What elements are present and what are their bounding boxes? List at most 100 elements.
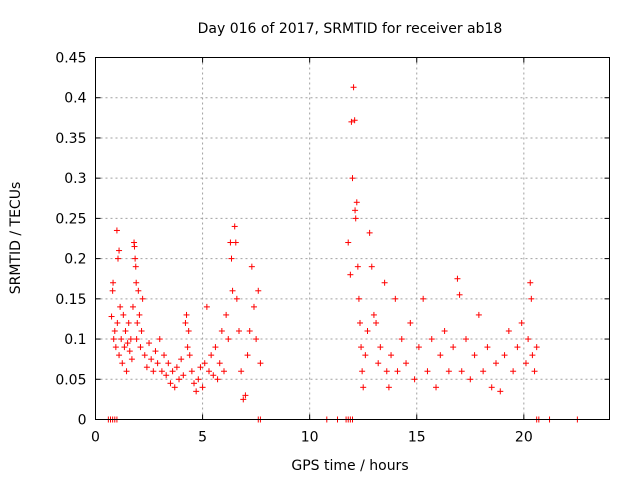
data-point [116, 247, 123, 254]
data-point [352, 207, 359, 214]
data-point [456, 291, 463, 298]
data-point [208, 352, 215, 359]
data-point [110, 279, 117, 286]
data-point [348, 118, 355, 125]
data-point [492, 360, 499, 367]
data-point [128, 356, 135, 363]
grid-layer [95, 57, 610, 420]
data-point [362, 352, 369, 359]
data-point [403, 360, 410, 367]
data-point [248, 263, 255, 270]
data-point [171, 384, 178, 391]
data-point [467, 376, 474, 383]
data-point [197, 364, 204, 371]
data-point [527, 279, 534, 286]
data-point [347, 271, 354, 278]
plot-frame [95, 57, 610, 420]
data-point [188, 368, 195, 375]
data-point [129, 303, 136, 310]
x-tick-label: 0 [91, 430, 100, 446]
data-point [510, 368, 517, 375]
data-point [223, 311, 230, 318]
data-point [370, 311, 377, 318]
data-point [132, 255, 139, 262]
data-point [354, 263, 361, 270]
data-point [173, 364, 180, 371]
data-point [349, 175, 356, 182]
data-point [191, 380, 198, 387]
data-point [392, 295, 399, 302]
data-point [356, 319, 363, 326]
data-point [185, 328, 192, 335]
data-point [183, 311, 190, 318]
data-point [533, 344, 540, 351]
data-point [358, 344, 365, 351]
x-tick-label: 20 [515, 430, 533, 446]
data-point [471, 352, 478, 359]
data-point [132, 263, 139, 270]
data-point [250, 303, 257, 310]
data-point [518, 319, 525, 326]
data-point [163, 372, 170, 379]
data-point [178, 356, 185, 363]
data-point [398, 336, 405, 343]
data-point [167, 380, 174, 387]
data-point [139, 295, 146, 302]
data-point [110, 336, 117, 343]
data-point [121, 344, 128, 351]
data-point [352, 215, 359, 222]
y-tick-layer: 0 0.05 0.1 0.15 0.2 0.25 0.3 0.35 0.4 0.45 [55, 51, 610, 429]
data-point [345, 239, 352, 246]
data-point [235, 328, 242, 335]
data-point [238, 368, 245, 375]
data-point [359, 368, 366, 375]
y-tick-label: 0.45 [55, 51, 86, 67]
data-point [141, 352, 148, 359]
data-point [114, 255, 121, 262]
data-point [133, 336, 140, 343]
y-tick-label: 0 [78, 413, 87, 429]
x-tick-label: 15 [408, 430, 426, 446]
data-point [184, 344, 191, 351]
x-axis-label: GPS time / hours [291, 458, 408, 474]
data-point [355, 295, 362, 302]
data-point [514, 344, 521, 351]
data-point [135, 287, 142, 294]
data-point [463, 336, 470, 343]
y-tick-label: 0.35 [55, 131, 86, 147]
data-point [143, 364, 150, 371]
data-point [441, 328, 448, 335]
data-point [233, 295, 240, 302]
data-point [158, 368, 165, 375]
x-tick-layer: 0 5 10 15 20 [91, 57, 533, 446]
data-point [133, 279, 140, 286]
data-point [480, 368, 487, 375]
data-point [381, 279, 388, 286]
data-point [350, 84, 357, 91]
data-point [124, 340, 131, 347]
x-tick-label: 5 [198, 430, 207, 446]
data-point [246, 328, 253, 335]
data-point [109, 287, 116, 294]
y-tick-label: 0.15 [55, 292, 86, 308]
data-point [176, 376, 183, 383]
data-point [199, 384, 206, 391]
data-point [125, 319, 132, 326]
data-point [161, 352, 168, 359]
data-point [385, 384, 392, 391]
data-point [229, 287, 236, 294]
data-point [134, 319, 141, 326]
data-point [206, 368, 213, 375]
data-point [126, 348, 133, 355]
data-point [253, 336, 260, 343]
data-point [450, 344, 457, 351]
data-point [203, 303, 210, 310]
data-point [360, 384, 367, 391]
data-point [242, 392, 249, 399]
data-point [255, 287, 262, 294]
data-point [150, 368, 157, 375]
y-tick-label: 0.05 [55, 372, 86, 388]
data-point [528, 295, 535, 302]
data-point [210, 372, 217, 379]
data-point [368, 263, 375, 270]
